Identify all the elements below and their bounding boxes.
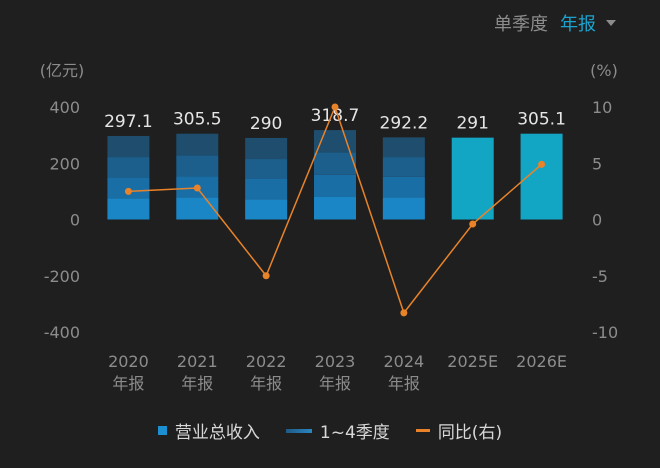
legend-yoy[interactable]: 同比(右) xyxy=(415,418,503,443)
y-left-tick-label: 400 xyxy=(49,98,80,117)
quarter-segment xyxy=(176,197,219,220)
legend-revenue[interactable]: 营业总收入 xyxy=(157,418,260,443)
bar-value-label: 292.2 xyxy=(380,113,429,133)
y-left-tick-label: -200 xyxy=(44,267,80,286)
yoy-point xyxy=(124,187,132,195)
yoy-point xyxy=(193,184,201,192)
y-right-tick-label: 10 xyxy=(592,98,612,117)
quarter-segment xyxy=(382,176,425,198)
bar-value-label: 297.1 xyxy=(104,112,153,132)
revenue-bar-estimate xyxy=(451,137,494,220)
legend-revenue-swatch xyxy=(157,426,167,435)
y-left-tick-label: -400 xyxy=(44,323,80,342)
quarter-segment xyxy=(382,137,425,158)
x-tick-label: 2026E xyxy=(516,352,567,371)
quarter-segment xyxy=(382,157,425,177)
y-right-tick-label: 5 xyxy=(592,154,602,173)
quarter-segment xyxy=(314,174,356,197)
yoy-point xyxy=(262,272,270,280)
bar-value-label: 305.5 xyxy=(173,110,222,130)
bar-value-label: 305.1 xyxy=(517,110,566,130)
dropdown-caret-icon xyxy=(606,20,616,26)
x-tick-label: 2025E xyxy=(447,352,498,371)
x-tick-label: 2024 xyxy=(383,352,424,371)
revenue-chart: (亿元) (%) 400 200 0 -200 -400 10 5 0 -5 -10 297.1 2020… xyxy=(40,61,618,393)
quarter-segment xyxy=(245,179,288,200)
quarter-segment xyxy=(107,177,150,199)
quarter-segment xyxy=(107,157,150,178)
legend-yoy-swatch xyxy=(415,429,430,432)
bar-value-label: 318.7 xyxy=(311,106,360,126)
y-right-tick-label: -5 xyxy=(592,267,608,286)
x-tick-sublabel: 年报 xyxy=(181,374,213,393)
y-left-unit: (亿元) xyxy=(40,61,85,80)
y-left-tick-label: 0 xyxy=(70,211,80,230)
x-tick-sublabel: 年报 xyxy=(319,374,351,393)
legend-quarters-label: 1~4季度 xyxy=(319,423,390,443)
yoy-point xyxy=(331,103,339,111)
quarter-segment xyxy=(176,155,219,177)
y-right-unit: (%) xyxy=(590,61,618,80)
period-toggle: 单季度 年报 xyxy=(494,10,616,36)
x-tick-label: 2021 xyxy=(177,352,218,371)
annual-toggle-label: 年报 xyxy=(560,14,596,35)
quarter-segment xyxy=(245,159,288,179)
bar-value-label: 291 xyxy=(456,114,488,134)
quarter-segment xyxy=(245,137,288,160)
annual-toggle-option[interactable]: 年报 xyxy=(560,10,616,36)
yoy-point xyxy=(400,309,408,317)
legend-quarters-swatch xyxy=(285,428,312,433)
x-tick-sublabel: 年报 xyxy=(250,374,282,393)
legend-revenue-label: 营业总收入 xyxy=(174,423,260,443)
y-right-tick-label: 0 xyxy=(592,211,602,230)
bar-value-label: 290 xyxy=(250,114,282,134)
legend-yoy-label: 同比(右) xyxy=(437,423,503,443)
quarter-segment xyxy=(107,135,150,158)
quarter-segment xyxy=(107,198,150,220)
chart-legend: 营业总收入 1~4季度 同比(右) xyxy=(0,418,660,443)
quarter-segment xyxy=(245,199,288,220)
x-tick-label: 2022 xyxy=(246,352,287,371)
quarter-segment xyxy=(314,130,356,153)
x-tick-sublabel: 年报 xyxy=(388,374,420,393)
legend-quarters[interactable]: 1~4季度 xyxy=(285,418,390,443)
quarterly-toggle-option[interactable]: 单季度 xyxy=(494,14,548,35)
yoy-point xyxy=(538,160,546,168)
yoy-point xyxy=(469,220,477,228)
x-tick-sublabel: 年报 xyxy=(112,374,144,393)
y-left-tick-label: 200 xyxy=(49,154,80,173)
quarter-segment xyxy=(176,133,219,156)
y-right-tick-label: -10 xyxy=(592,323,618,342)
x-tick-label: 2023 xyxy=(315,352,356,371)
quarter-segment xyxy=(382,197,425,220)
quarter-segment xyxy=(314,152,356,175)
x-tick-label: 2020 xyxy=(108,352,149,371)
quarter-segment xyxy=(314,197,356,220)
